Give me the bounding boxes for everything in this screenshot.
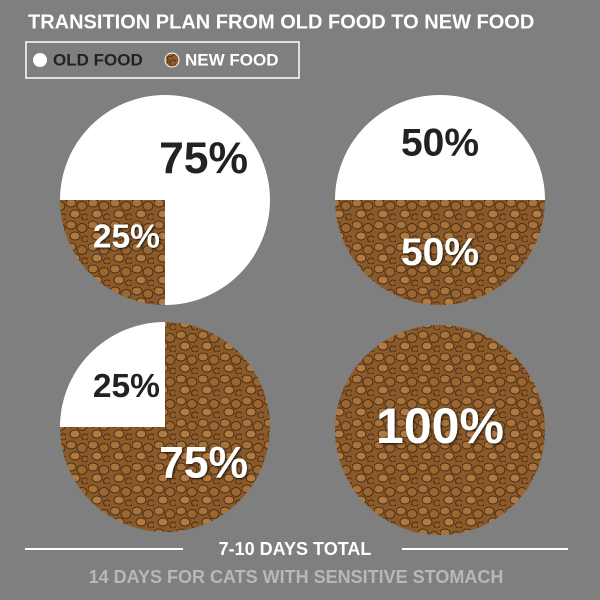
pie-slice: [60, 200, 165, 305]
pie-slice: [335, 325, 545, 535]
value-label: 50%: [401, 122, 479, 165]
value-label: 75%: [159, 438, 248, 487]
note: 14 DAYS FOR CATS WITH SENSITIVE STOMACH: [89, 567, 504, 587]
pie-slice: [335, 200, 545, 305]
value-label: 75%: [159, 134, 248, 183]
legend-box: [25, 41, 300, 79]
pies: 75% 25% 50% 50% 25% 75% 100%: [60, 95, 545, 535]
pie-slice: [60, 322, 270, 532]
legend-label: OLD FOOD: [53, 50, 143, 69]
legend-marker: [33, 53, 47, 67]
pie-slice: [335, 95, 545, 200]
value-label: 25%: [93, 218, 160, 255]
total-days: 7-10 DAYS TOTAL: [219, 539, 372, 559]
legend-marker: [164, 52, 180, 68]
value-label: 25%: [93, 368, 160, 405]
value-label: 100%: [376, 398, 504, 454]
pie-slice: [60, 322, 165, 427]
legend-label: NEW FOOD: [185, 50, 279, 69]
value-label: 50%: [401, 231, 479, 274]
title: TRANSITION PLAN FROM OLD FOOD TO NEW FOO…: [28, 11, 534, 33]
